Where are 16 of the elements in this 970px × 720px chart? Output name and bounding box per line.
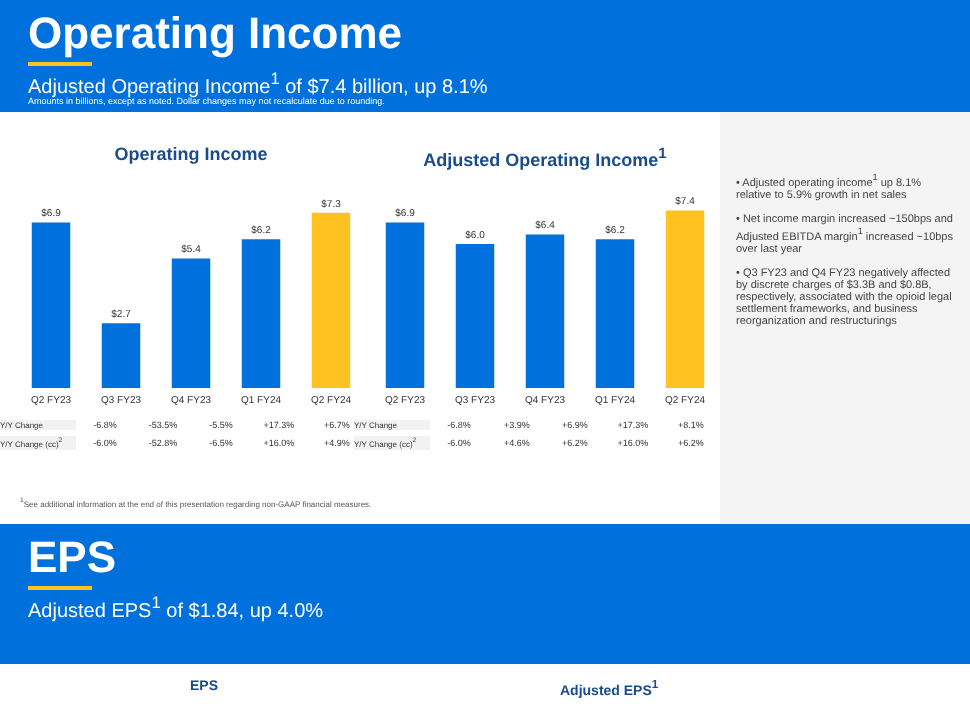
text: Operating Income — [28, 8, 403, 60]
bar — [31, 222, 71, 388]
bar — [525, 234, 565, 388]
text: Adjusted Operating Income$^{1}$ of $7.4 billion, up 8.1% — [28, 68, 488, 99]
chart-title: Adjusted Operating Income$^{1}$ — [421, 144, 669, 170]
bar — [311, 212, 351, 388]
bar — [171, 258, 211, 388]
text: Adjusted EPS$^{1}$ of $1.84, up 4.0% — [28, 592, 324, 623]
bar — [241, 239, 281, 388]
bar — [385, 222, 425, 388]
bar — [665, 210, 705, 388]
text: EPS — [28, 532, 117, 584]
bar — [101, 323, 141, 388]
bar — [595, 239, 635, 388]
chart-title: Operating Income — [112, 144, 270, 164]
bar — [455, 244, 495, 388]
